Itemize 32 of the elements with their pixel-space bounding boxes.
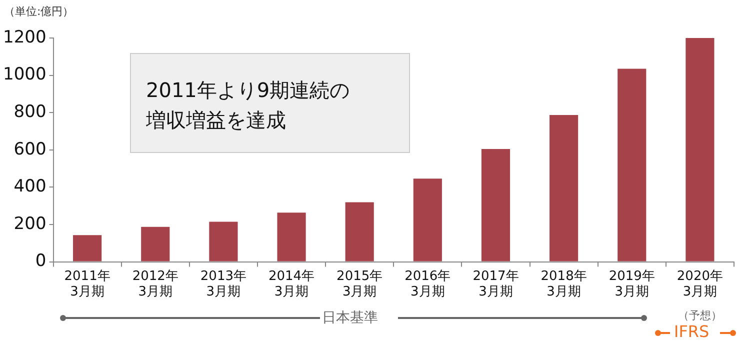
bar	[345, 202, 374, 262]
y-tick-label: 600	[14, 139, 46, 160]
bar	[277, 212, 306, 262]
bar	[413, 178, 442, 262]
x-tick-label: 2014年 3月期	[268, 268, 315, 300]
bar	[686, 38, 714, 262]
bar	[481, 148, 510, 262]
x-tick-label: 2017年 3月期	[472, 268, 519, 300]
y-tick-label: 200	[14, 214, 46, 234]
x-tick-label: 2012年 3月期	[132, 268, 178, 300]
y-tick-label: 400	[14, 176, 46, 197]
bar	[618, 68, 646, 262]
annotation: 2011年より9期連続の増収増益を達成	[146, 77, 351, 134]
x-tick-label: 2015年 3月期	[336, 268, 383, 300]
y-tick-label: 1200	[3, 27, 46, 48]
y-tick-label: 0	[35, 251, 46, 272]
x-tick-label: 2011年 3月期	[64, 268, 110, 300]
bar	[141, 226, 170, 262]
y-tick-label: 800	[14, 102, 46, 122]
x-tick-label: 2016年 3月期	[404, 268, 451, 300]
x-tick-label: 2013年 3月期	[200, 268, 246, 300]
y-axis-title: （単位:億円）	[4, 4, 74, 19]
x-tick-label: 2020年 3月期	[676, 268, 724, 300]
y-tick-label: 1000	[3, 64, 46, 85]
x-tick-label: 2018年 3月期	[540, 268, 587, 300]
text: 日本基準	[322, 309, 378, 327]
bar	[73, 235, 102, 262]
text: （予想）	[678, 308, 722, 323]
x-tick-label: 2019年 3月期	[608, 268, 655, 300]
text: IFRS	[674, 322, 710, 341]
bar	[209, 222, 238, 262]
bar	[550, 115, 578, 262]
